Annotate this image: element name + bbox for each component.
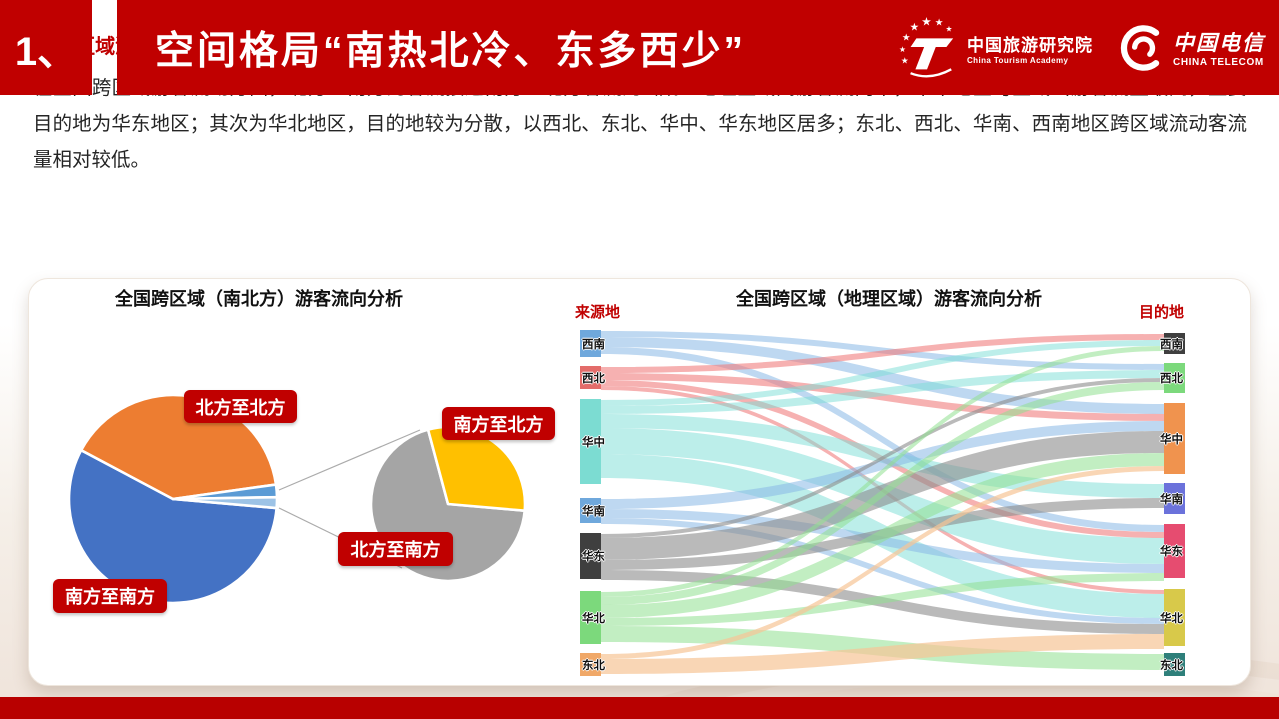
sankey-destination-label: 目的地	[1138, 304, 1184, 321]
sankey-node-label: 华南	[1160, 493, 1183, 506]
sankey-node-label: 华中	[582, 436, 605, 449]
svg-text:★: ★	[921, 17, 931, 29]
slide-number: 1、	[14, 29, 78, 74]
svg-text:★: ★	[945, 24, 952, 33]
sankey-node-label: 华北	[1160, 612, 1183, 625]
sankey-node-label: 西南	[1160, 338, 1183, 351]
footer-bar	[0, 697, 1279, 719]
china-telecom-logo-text: 中国电信 CHINA TELECOM	[1173, 27, 1265, 68]
sankey-node-label: 西北	[582, 372, 605, 385]
svg-text:★: ★	[902, 32, 911, 43]
svg-text:★: ★	[901, 55, 909, 65]
sankey-chart-title: 全国跨区域（地理区域）游客流向分析	[736, 289, 1042, 309]
sankey-node-label: 华南	[582, 505, 605, 518]
sankey-node-label: 华北	[582, 612, 605, 625]
sankey-node-label: 西北	[1160, 373, 1183, 385]
slide-number-box: 1、	[0, 0, 92, 95]
chart-card: 全国跨区域（南北方）游客流向分析 全国跨区域（地理区域）游客流向分析 来源地 目…	[28, 278, 1251, 686]
header-bar: 空间格局“南热北冷、东多西少” ★ ★ ★ ★ ★ ★ ★ 中国旅游研究院 Ch…	[117, 0, 1279, 95]
tourism-academy-logo-text: 中国旅游研究院 China Tourism Academy	[967, 31, 1093, 65]
pie-callout-label: 南方至北方	[442, 407, 555, 440]
tourism-academy-emblem-icon: ★ ★ ★ ★ ★ ★ ★	[899, 17, 954, 77]
pie-chart-title: 全国跨区域（南北方）游客流向分析	[115, 289, 403, 309]
sankey-node-label: 东北	[1160, 659, 1183, 672]
china-telecom-cn: 中国电信	[1173, 32, 1265, 55]
charts-canvas	[67, 330, 1185, 676]
china-tourism-academy-logo: ★ ★ ★ ★ ★ ★ ★ 中国旅游研究院 China Tourism Acad…	[897, 17, 1093, 79]
pie-callout-label: 北方至南方	[338, 532, 453, 566]
sankey-node-label: 东北	[582, 659, 605, 672]
pie-callout-label: 南方至南方	[53, 579, 167, 613]
sankey-node-label: 华东	[582, 551, 605, 563]
svg-text:★: ★	[910, 21, 920, 33]
tourism-academy-en: China Tourism Academy	[967, 55, 1069, 65]
sankey-node-label: 华东	[1160, 546, 1183, 558]
sankey-node-label: 华中	[1160, 433, 1183, 446]
china-telecom-logo: 中国电信 CHINA TELECOM	[1115, 23, 1265, 73]
svg-text:★: ★	[899, 44, 906, 53]
pie-callout-label: 北方至北方	[184, 390, 297, 423]
header-logos: ★ ★ ★ ★ ★ ★ ★ 中国旅游研究院 China Tourism Acad…	[897, 17, 1265, 79]
svg-text:★: ★	[935, 17, 944, 28]
sankey-source-label: 来源地	[575, 304, 621, 321]
tourism-academy-cn: 中国旅游研究院	[967, 35, 1093, 55]
china-telecom-en: CHINA TELECOM	[1173, 57, 1264, 68]
sankey-node-label: 西南	[582, 338, 605, 351]
page-title: 空间格局“南热北冷、东多西少”	[155, 29, 747, 73]
china-telecom-emblem-icon	[1120, 24, 1160, 71]
